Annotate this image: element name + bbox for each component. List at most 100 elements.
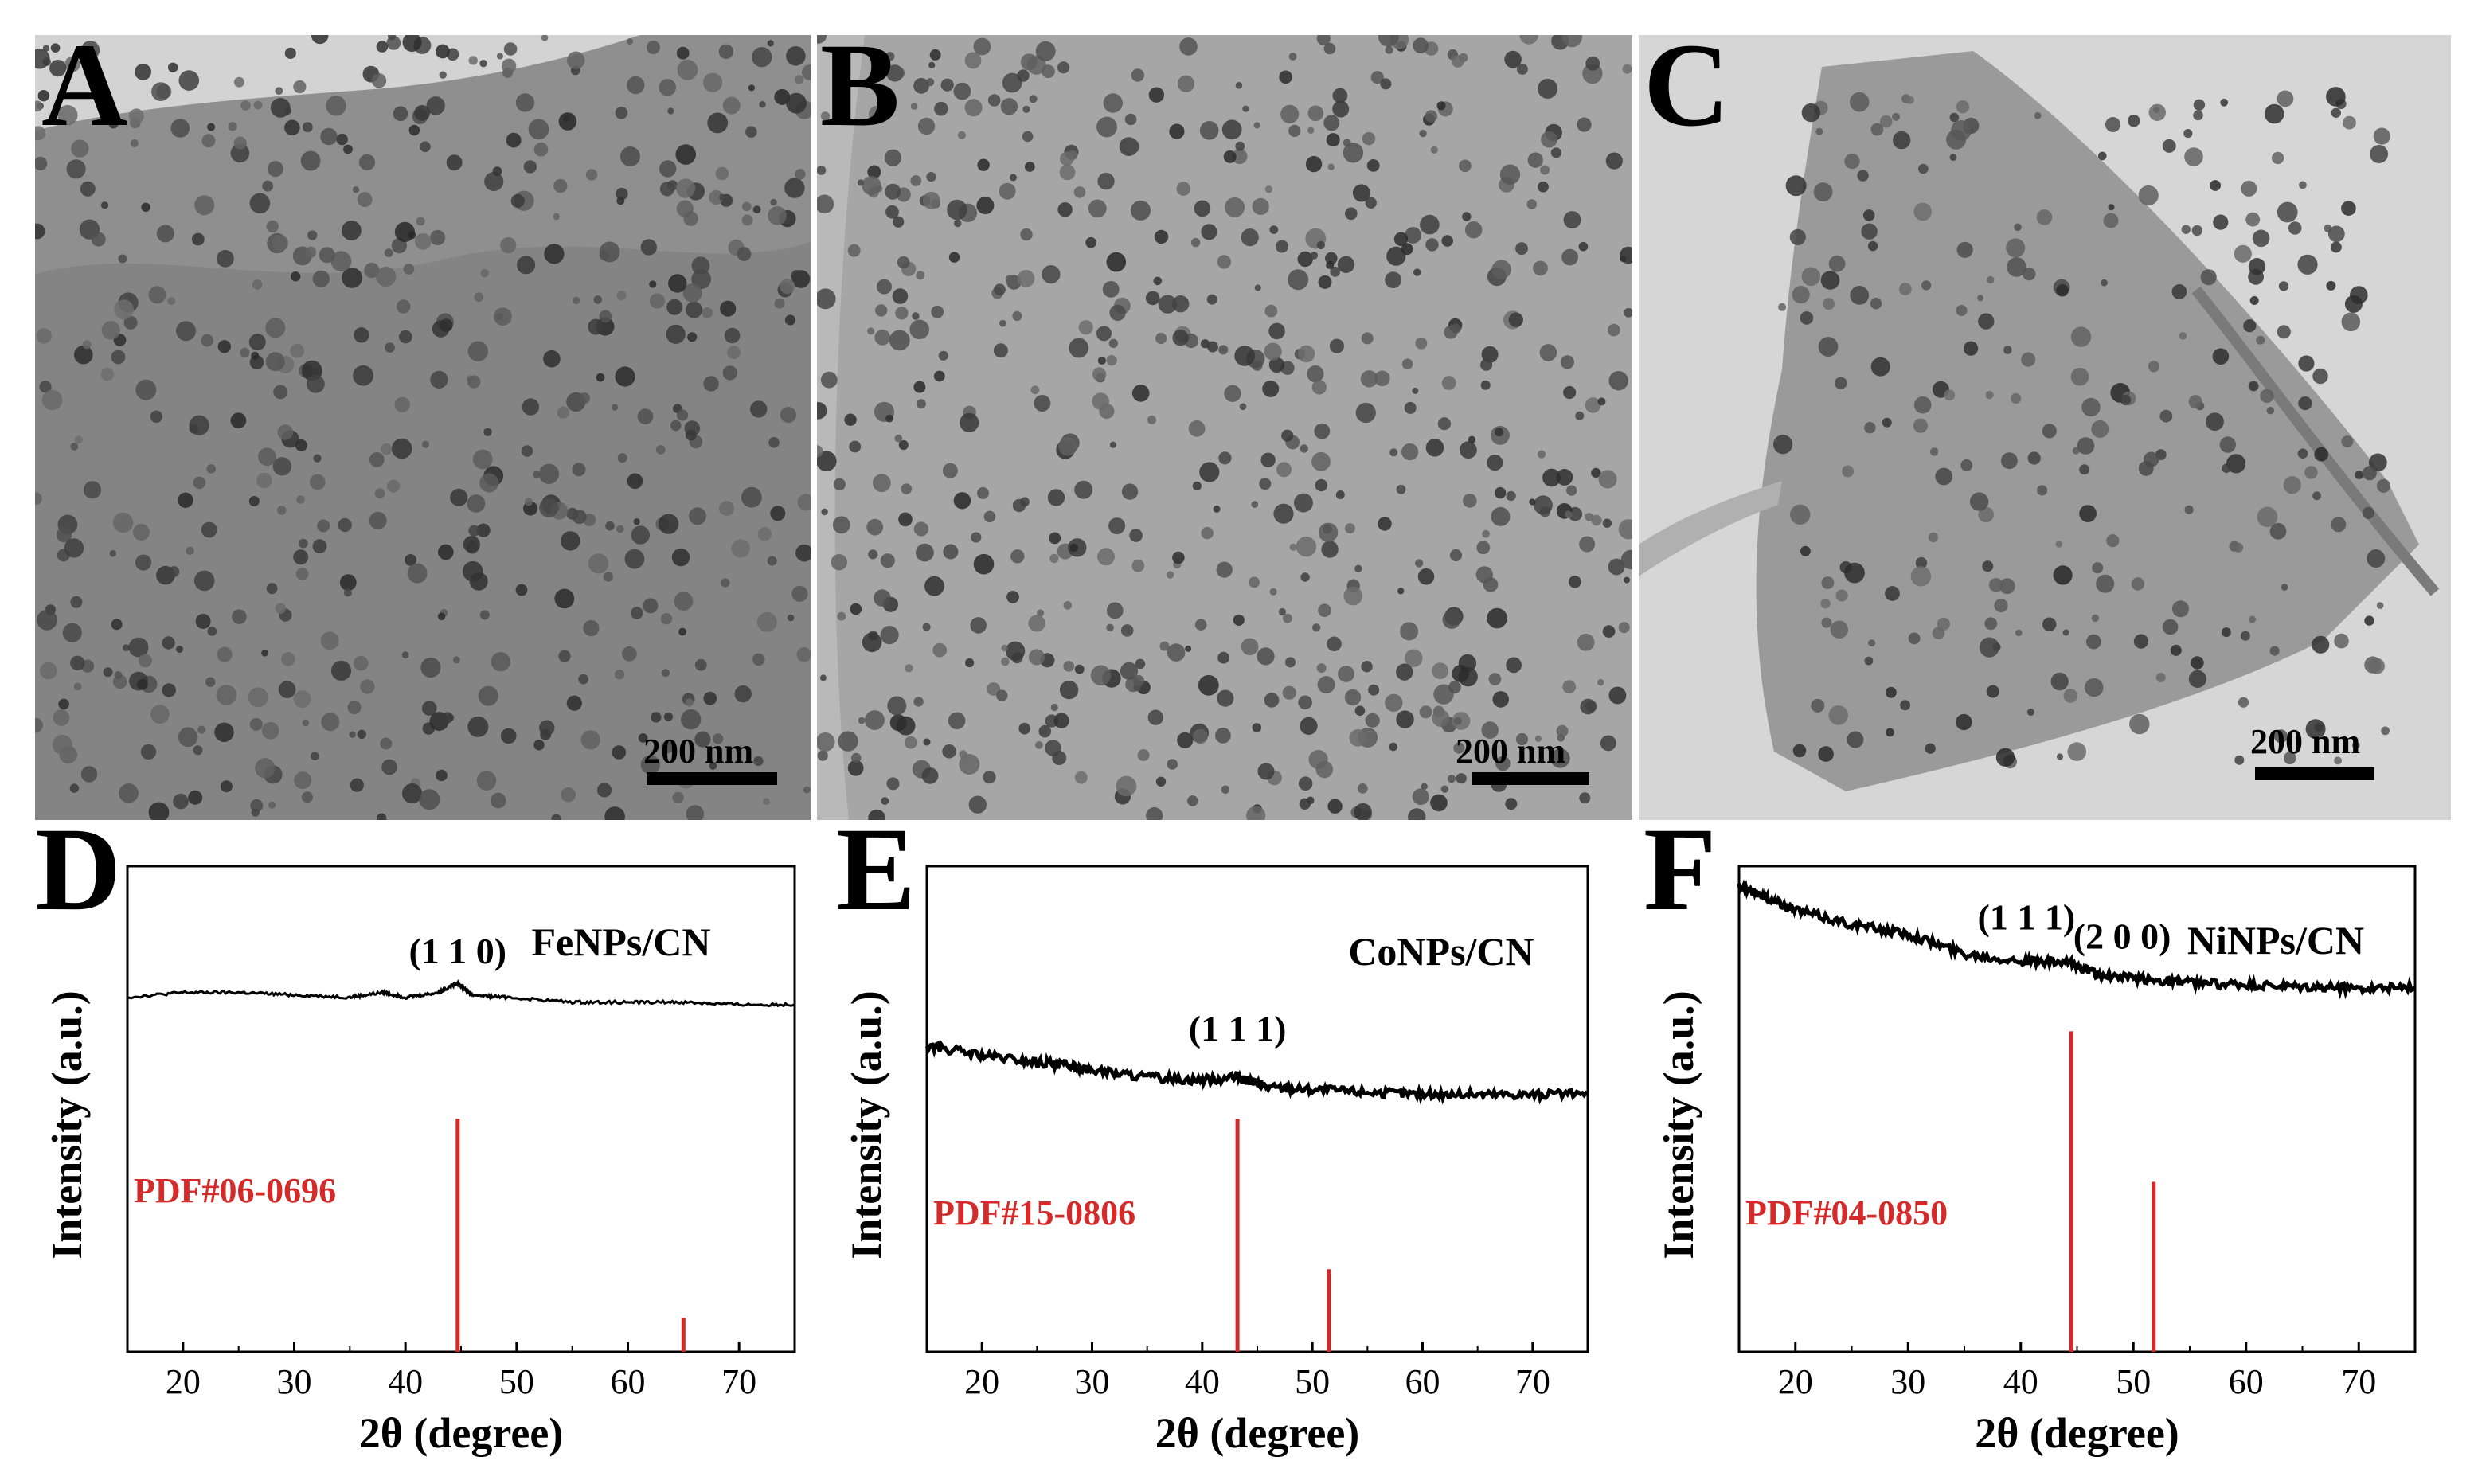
particle: [1563, 385, 1577, 400]
particle: [1475, 566, 1493, 584]
particle: [820, 111, 830, 121]
particle: [91, 232, 106, 247]
particle: [1527, 152, 1543, 168]
particle: [770, 198, 777, 206]
particle: [214, 722, 234, 742]
sample-title: NiNPs/CN: [2187, 918, 2364, 963]
particle: [492, 166, 502, 177]
particle: [2304, 466, 2318, 479]
particle: [2283, 476, 2301, 494]
particle: [206, 464, 216, 474]
particle: [913, 381, 926, 393]
particle: [2042, 617, 2057, 631]
particle: [82, 340, 92, 350]
particle: [1361, 661, 1373, 673]
particle: [558, 112, 577, 131]
particle: [2006, 238, 2026, 258]
particle: [1318, 603, 1331, 617]
x-tick-label: 60: [2229, 1362, 2264, 1401]
particle: [357, 729, 366, 739]
particle: [490, 792, 506, 809]
particle: [193, 476, 206, 490]
particle: [604, 806, 625, 820]
particle: [1357, 783, 1368, 794]
particle: [1010, 174, 1017, 182]
particle: [1365, 197, 1377, 209]
particle: [801, 64, 811, 80]
particle: [307, 230, 318, 240]
particle: [2096, 574, 2115, 593]
particle: [1491, 506, 1511, 526]
sample-title: CoNPs/CN: [1348, 929, 1534, 974]
particle: [1984, 617, 1998, 631]
particle: [123, 644, 130, 651]
particle: [703, 376, 719, 392]
particle: [868, 809, 885, 820]
particle: [463, 536, 481, 553]
particle: [2133, 634, 2148, 649]
x-axis-label: 2θ (degree): [1155, 1409, 1360, 1457]
particle: [682, 283, 702, 303]
particle: [2155, 673, 2166, 682]
particle: [1982, 560, 1994, 572]
particle: [1343, 143, 1364, 163]
particle: [889, 330, 910, 351]
particle: [438, 544, 454, 560]
particle: [2368, 658, 2385, 674]
particle: [195, 614, 211, 629]
particle: [1494, 486, 1507, 499]
particle: [1908, 632, 1921, 645]
particle: [2248, 381, 2259, 392]
particle: [750, 400, 768, 418]
particle: [360, 679, 375, 694]
particle: [938, 350, 948, 361]
x-tick-label: 20: [964, 1362, 999, 1401]
particle: [1813, 182, 1833, 202]
particle: [307, 374, 325, 393]
particle: [1257, 647, 1275, 666]
particle: [140, 744, 157, 760]
particle: [1097, 356, 1106, 365]
particle: [1264, 342, 1282, 361]
particle: [627, 473, 643, 490]
particle: [1844, 562, 1865, 584]
particle: [2331, 107, 2341, 118]
particle: [350, 778, 364, 792]
particle: [1092, 367, 1107, 381]
particle: [494, 307, 512, 326]
particle: [2101, 279, 2108, 287]
particle: [1811, 698, 1825, 713]
x-tick-label: 20: [1778, 1362, 1813, 1401]
particle: [1058, 436, 1077, 456]
particle: [1430, 794, 1448, 812]
particle: [1538, 78, 1558, 99]
particle: [617, 453, 627, 463]
particle: [2015, 629, 2023, 637]
particle: [877, 279, 892, 295]
particle: [727, 346, 741, 360]
particle: [429, 229, 446, 246]
particle: [638, 733, 648, 743]
particle: [1413, 268, 1421, 276]
scale-bar-b: [1472, 772, 1589, 785]
particle: [832, 516, 850, 534]
particle: [2222, 463, 2231, 474]
particle: [753, 756, 764, 767]
particle: [904, 736, 917, 749]
particle: [1167, 643, 1186, 662]
particle: [35, 48, 50, 69]
particle: [1608, 686, 1627, 705]
x-tick-label: 60: [611, 1362, 646, 1401]
particle: [317, 519, 330, 533]
particle: [817, 732, 835, 752]
particle: [73, 682, 82, 691]
particle: [885, 183, 901, 200]
particle: [2181, 225, 2191, 234]
particle: [1102, 281, 1120, 298]
particle: [833, 81, 848, 96]
particle: [676, 46, 690, 60]
particle: [2234, 244, 2252, 263]
particle: [35, 126, 46, 141]
scale-bar-a: [647, 772, 777, 785]
particle: [1949, 112, 1960, 123]
